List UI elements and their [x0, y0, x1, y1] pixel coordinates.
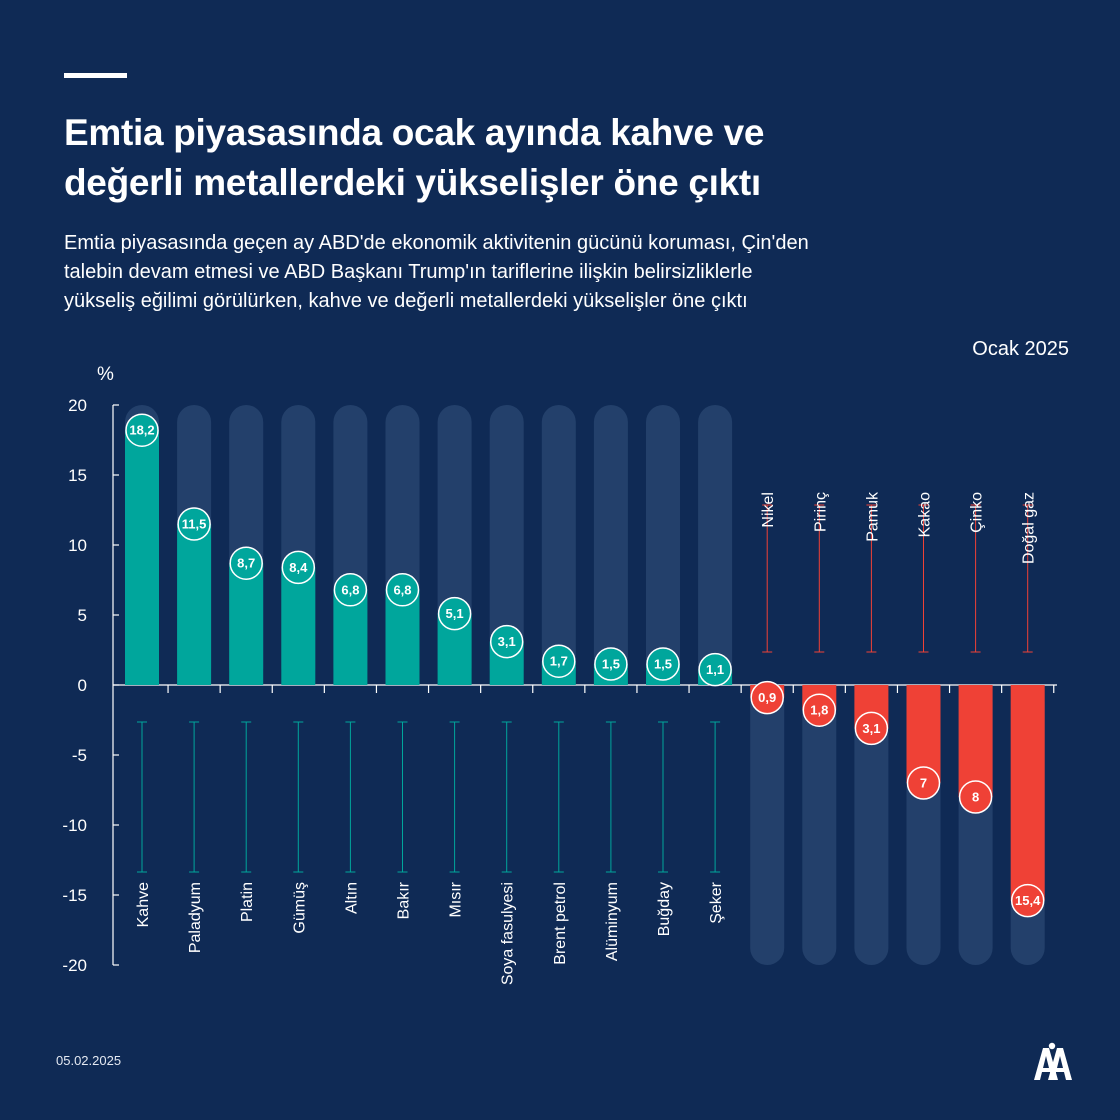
- value-bubble: [125, 413, 159, 447]
- value-bubble: [958, 780, 993, 814]
- value-label: 15,4: [1015, 893, 1041, 908]
- value-label: 1,7: [550, 654, 568, 669]
- y-tick-label: 5: [78, 606, 87, 625]
- y-tick-label: 20: [68, 396, 87, 415]
- category-label: Çinko: [969, 492, 986, 533]
- category-label: Mısır: [448, 881, 465, 917]
- category-label: Gümüş: [291, 882, 308, 934]
- value-bubble: [281, 550, 316, 585]
- value-label: 8,7: [237, 556, 255, 571]
- value-bubble: [854, 711, 889, 746]
- value-label: 3,1: [498, 634, 516, 649]
- value-bubble: [1010, 883, 1045, 918]
- y-tick-label: -5: [72, 746, 87, 765]
- bar: [177, 524, 212, 685]
- category-label: Altın: [343, 882, 360, 914]
- bar: [1010, 685, 1045, 901]
- y-tick-label: -10: [62, 816, 87, 835]
- value-label: 1,1: [706, 662, 724, 677]
- bar: [958, 685, 993, 797]
- bar-track: [489, 405, 524, 685]
- category-label: Nikel: [760, 492, 777, 528]
- value-bubble: [802, 693, 837, 727]
- category-label: Şeker: [708, 881, 725, 923]
- title-line: değerli metallerdeki yükselişler öne çık…: [64, 162, 761, 203]
- value-bubble: [698, 652, 732, 687]
- category-label: Alüminyum: [604, 882, 621, 961]
- y-tick-label: -15: [62, 886, 87, 905]
- bar: [229, 563, 264, 685]
- value-bubble: [489, 624, 524, 659]
- value-label: 0,9: [758, 690, 776, 705]
- bar: [281, 567, 316, 685]
- value-bubble: [385, 573, 420, 607]
- value-bubble: [750, 680, 784, 715]
- bar-track: [750, 685, 785, 965]
- top-rule: [64, 73, 127, 78]
- y-tick-label: -20: [62, 956, 87, 975]
- value-bubble: [594, 647, 628, 681]
- bar-track: [802, 685, 837, 965]
- value-bubble: [229, 546, 263, 580]
- subtitle-line: yükseliş eğilimi görülürken, kahve ve de…: [64, 290, 748, 312]
- value-bubble: [906, 766, 941, 800]
- footer-date: 05.02.2025: [56, 1053, 122, 1068]
- y-axis-unit: %: [97, 364, 114, 385]
- value-label: 11,5: [182, 517, 207, 532]
- category-label: Brent petrol: [552, 882, 569, 965]
- value-label: 1,5: [602, 657, 620, 672]
- value-bubble: [542, 644, 576, 678]
- category-label: Buğday: [656, 882, 673, 936]
- subtitle: Emtia piyasasında geçen ay ABD'de ekonom…: [64, 229, 1064, 316]
- value-label: 8,4: [289, 560, 308, 575]
- aa-logo-icon: [1034, 1042, 1072, 1080]
- page-title: Emtia piyasasında ocak ayında kahve ve d…: [64, 108, 1064, 208]
- value-bubble: [177, 507, 211, 541]
- category-label: Soya fasulyesi: [500, 882, 517, 985]
- subtitle-line: Emtia piyasasında geçen ay ABD'de ekonom…: [64, 232, 809, 254]
- value-label: 1,8: [810, 703, 828, 718]
- bar-track: [593, 405, 628, 685]
- category-label: Doğal gaz: [1021, 492, 1038, 564]
- bar-track: [646, 405, 680, 685]
- title-line: Emtia piyasasında ocak ayında kahve ve: [64, 112, 765, 153]
- category-label: Pirinç: [812, 492, 829, 532]
- value-bubble: [333, 573, 368, 607]
- value-bubble: [437, 596, 472, 631]
- category-label: Bakır: [396, 881, 413, 919]
- subtitle-line: talebin devam etmesi ve ABD Başkanı Trum…: [64, 261, 753, 283]
- bar: [125, 430, 159, 685]
- bar-track: [854, 685, 889, 965]
- value-label: 3,1: [862, 721, 880, 736]
- category-label: Kahve: [135, 882, 152, 927]
- category-label: Platin: [239, 882, 256, 922]
- value-label: 5,1: [446, 606, 464, 621]
- category-label: Kakao: [917, 492, 934, 537]
- value-bubble: [646, 647, 680, 681]
- y-tick-label: 10: [68, 536, 87, 555]
- y-tick-label: 15: [68, 466, 87, 485]
- value-label: 8: [972, 790, 979, 805]
- value-label: 1,5: [654, 657, 672, 672]
- period-label: Ocak 2025: [972, 338, 1069, 360]
- value-label: 18,2: [129, 423, 154, 438]
- value-label: 6,8: [341, 582, 359, 597]
- category-label: Paladyum: [187, 882, 204, 953]
- bar-track: [541, 405, 576, 685]
- value-label: 7: [920, 776, 927, 791]
- value-label: 6,8: [393, 582, 411, 597]
- category-label: Pamuk: [864, 491, 881, 542]
- y-tick-label: 0: [78, 676, 87, 695]
- bar-track: [698, 405, 733, 685]
